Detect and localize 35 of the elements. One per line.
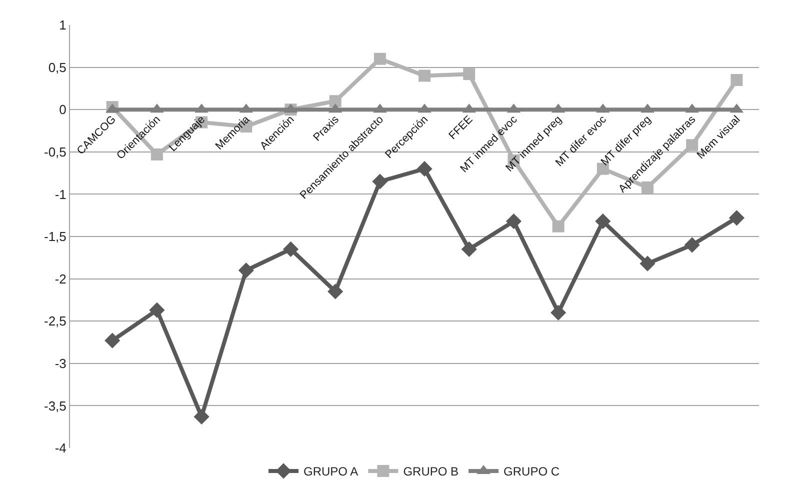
y-tick-label: -1 [54, 186, 66, 202]
y-tick-label: -3,5 [44, 398, 66, 414]
point [640, 256, 656, 272]
point [372, 174, 388, 190]
point [461, 241, 477, 257]
y-tick-label: -4 [54, 440, 66, 456]
point [374, 52, 386, 65]
y-tick-label: -1,5 [44, 229, 66, 244]
point [328, 284, 344, 300]
point [416, 161, 432, 177]
point [684, 237, 700, 253]
point [149, 302, 165, 318]
y-tick-label: -3 [54, 356, 66, 371]
point [282, 241, 299, 257]
point [418, 70, 431, 82]
y-tick-label: 1 [59, 18, 66, 33]
point [552, 220, 564, 232]
y-tick-label: 0,5 [48, 60, 66, 75]
point [595, 213, 611, 230]
point [730, 74, 743, 86]
point [238, 262, 254, 278]
point [463, 68, 476, 80]
y-tick-label: -0,5 [44, 144, 66, 160]
legend-label: GRUPO B [403, 464, 459, 479]
point [728, 210, 744, 226]
y-tick-label: 0 [59, 102, 66, 118]
point [506, 213, 522, 230]
y-tick-label: -2,5 [44, 314, 66, 329]
y-tick-label: -2 [54, 271, 66, 286]
point [194, 408, 210, 424]
legend-label: GRUPO C [504, 464, 560, 479]
point [329, 95, 342, 108]
point [104, 332, 120, 348]
legend-label: GRUPO A [304, 464, 358, 479]
point [550, 304, 566, 320]
